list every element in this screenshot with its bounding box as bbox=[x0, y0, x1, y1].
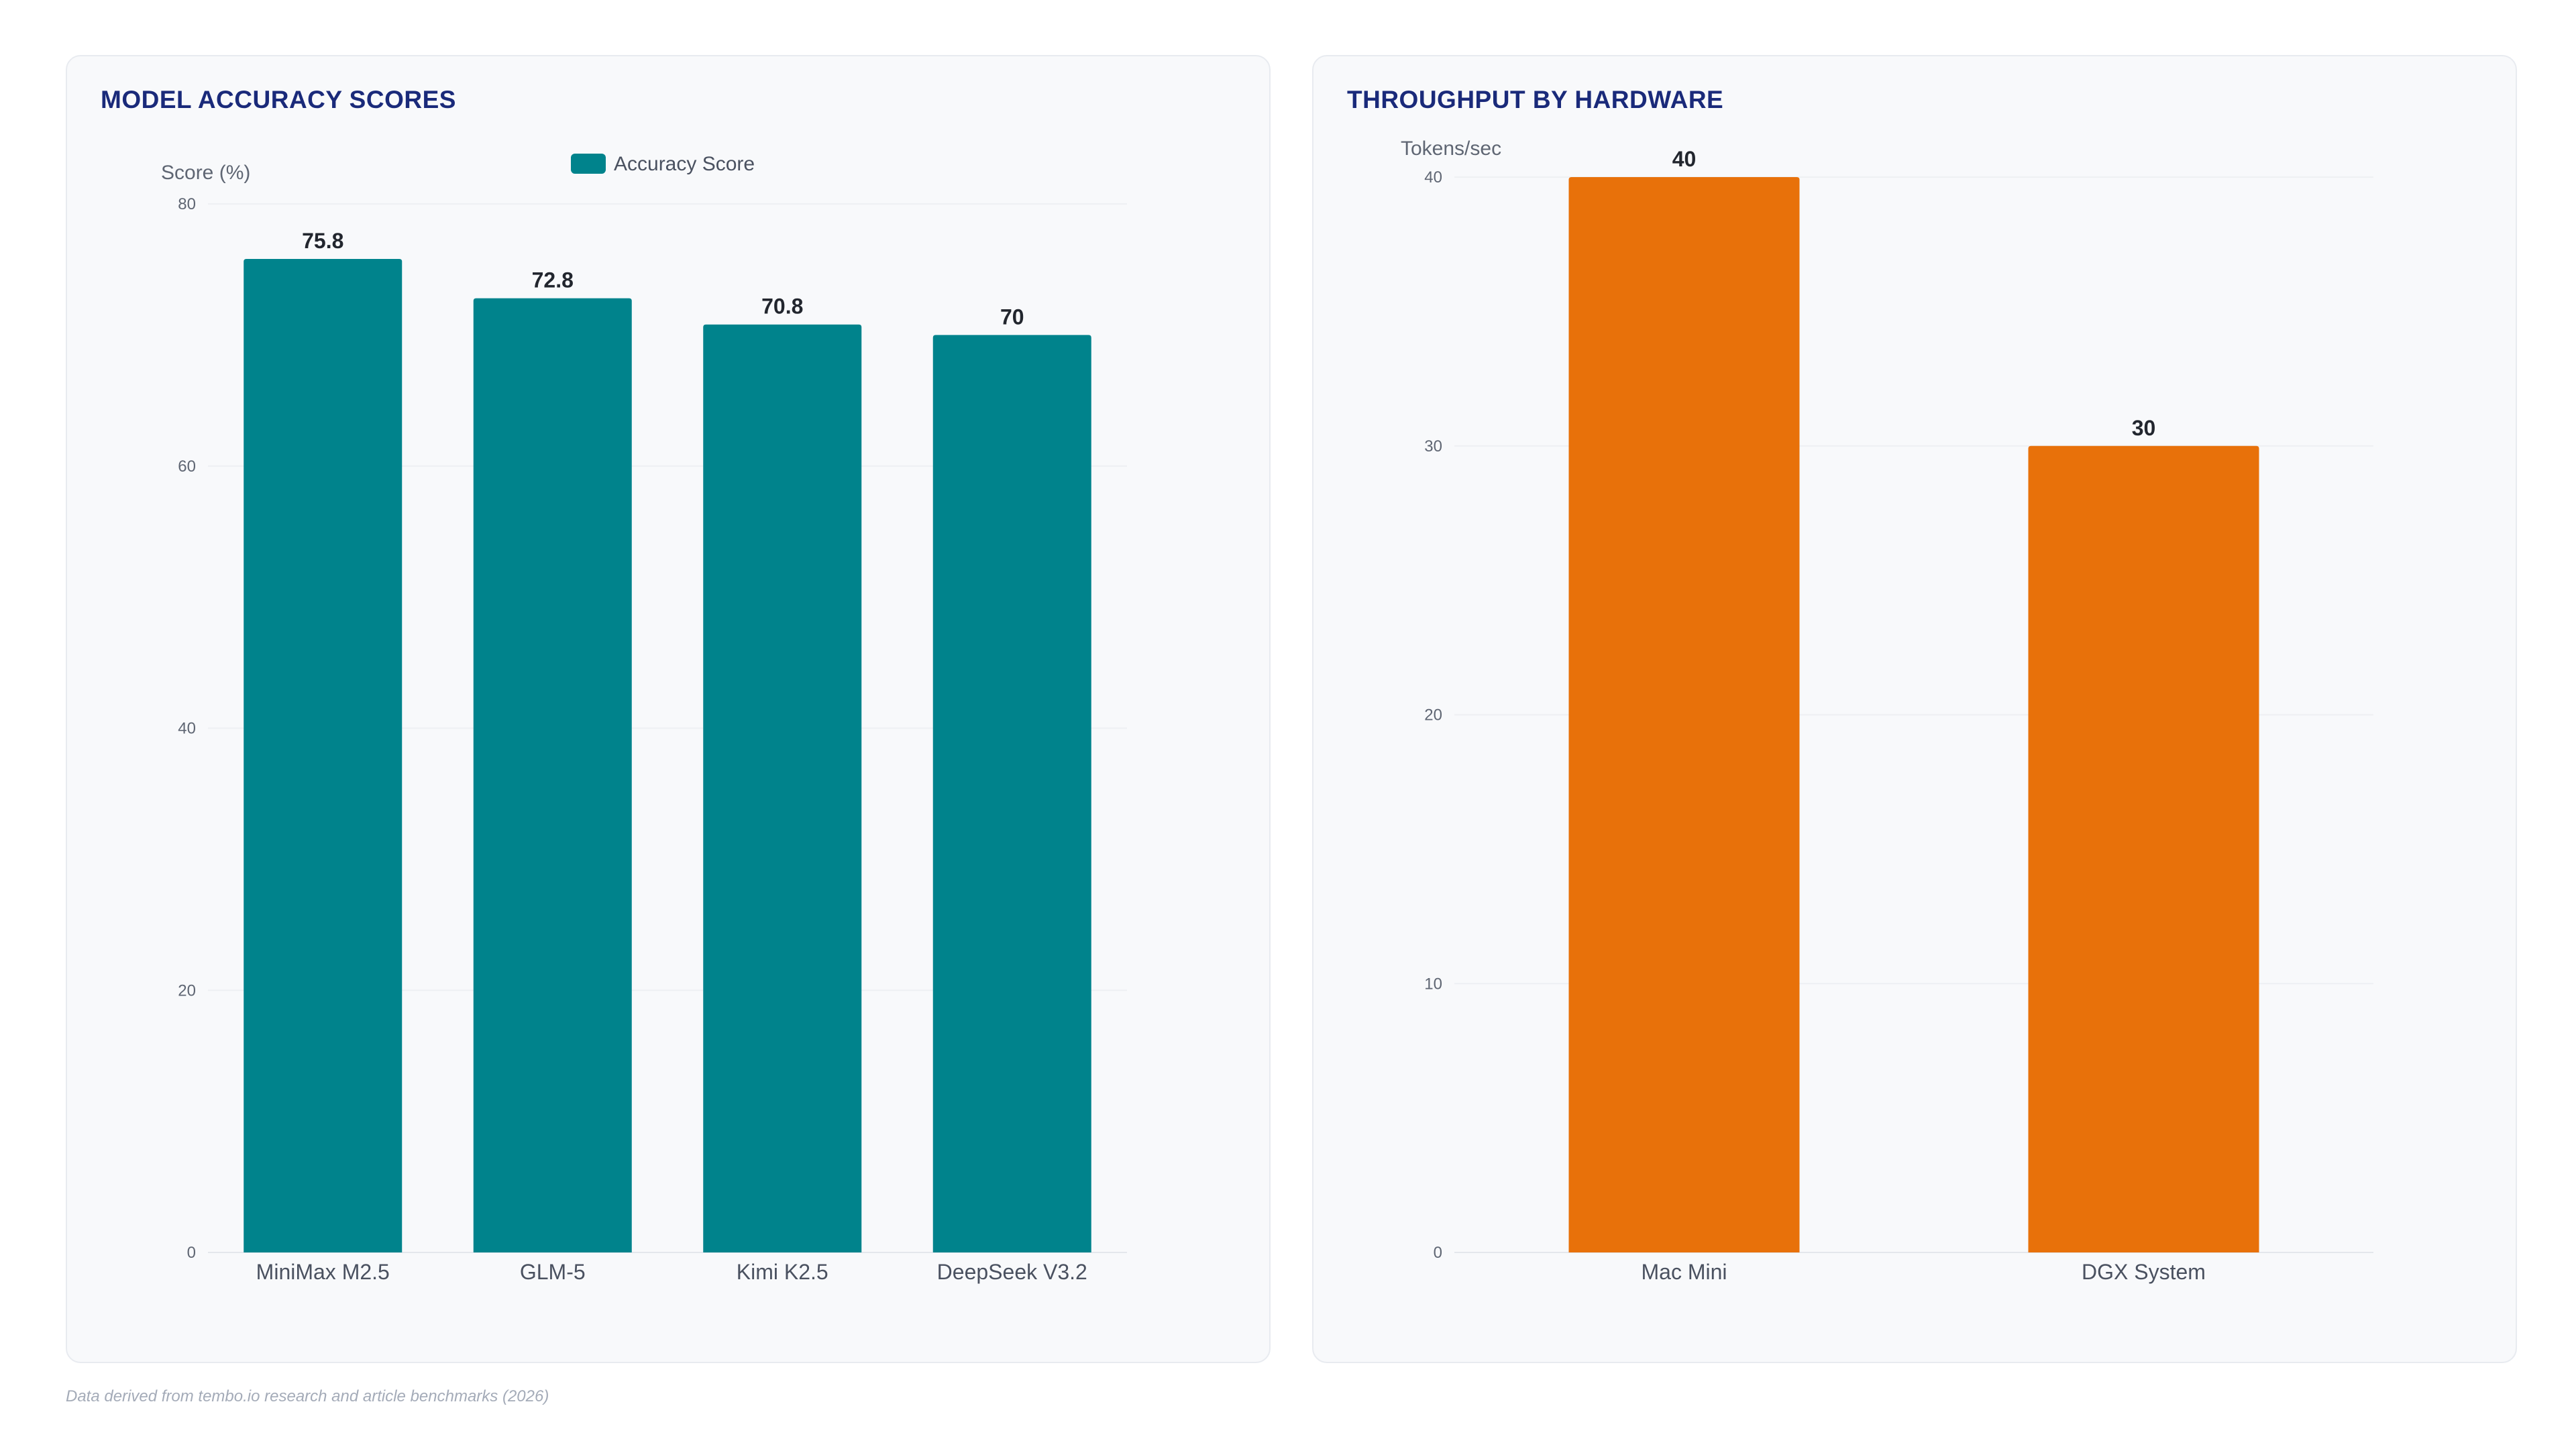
y-tick-label: 60 bbox=[178, 458, 196, 476]
bar-value-label: 70.8 bbox=[761, 294, 803, 319]
y-tick-label: 80 bbox=[178, 195, 196, 213]
bar bbox=[1568, 177, 1800, 1252]
legend-swatch bbox=[571, 154, 606, 174]
source-footnote: Data derived from tembo.io research and … bbox=[66, 1387, 549, 1405]
y-tick-label: 40 bbox=[1424, 168, 1442, 186]
bar bbox=[703, 324, 862, 1252]
accuracy-chart-title: MODEL ACCURACY SCORES bbox=[101, 86, 456, 113]
x-tick-label: DGX System bbox=[2082, 1260, 2206, 1284]
throughput-chart-panel: THROUGHPUT BY HARDWARE 0 10 20 30 40 Tokens/s… bbox=[1312, 55, 2517, 1363]
bar-value-label: 40 bbox=[1672, 147, 1697, 171]
y-tick-label: 20 bbox=[1424, 706, 1442, 724]
throughput-chart-title: THROUGHPUT BY HARDWARE bbox=[1347, 86, 1724, 113]
x-tick-label: Mac Mini bbox=[1641, 1260, 1727, 1284]
x-tick-label: GLM-5 bbox=[520, 1260, 586, 1284]
x-tick-label: Kimi K2.5 bbox=[737, 1260, 828, 1284]
x-tick-label: MiniMax M2.5 bbox=[256, 1260, 390, 1284]
throughput-bar-chart: 0 10 20 30 40 Tokens/sec 40 Mac Mini 30 DGX Syste… bbox=[1401, 138, 2373, 1284]
bar-value-label: 75.8 bbox=[302, 229, 343, 253]
y-tick-label: 20 bbox=[178, 981, 196, 1000]
x-tick-label: DeepSeek V3.2 bbox=[937, 1260, 1087, 1284]
bar bbox=[473, 298, 632, 1252]
y-tick-label: 0 bbox=[187, 1244, 196, 1262]
accuracy-chart-panel: MODEL ACCURACY SCORES 0 20 40 60 80 Score (%)… bbox=[66, 55, 1271, 1363]
y-tick-label: 0 bbox=[1434, 1244, 1442, 1262]
y-axis-title: Score (%) bbox=[161, 162, 250, 184]
legend-label: Accuracy Score bbox=[614, 153, 755, 175]
y-tick-label: 10 bbox=[1424, 975, 1442, 993]
bar bbox=[2028, 445, 2259, 1252]
bar-value-label: 70 bbox=[1000, 305, 1024, 329]
y-axis-title: Tokens/sec bbox=[1401, 138, 1501, 160]
bar-value-label: 30 bbox=[2132, 416, 2156, 440]
bar-value-label: 72.8 bbox=[532, 268, 574, 292]
y-tick-label: 30 bbox=[1424, 437, 1442, 455]
bar bbox=[244, 259, 402, 1252]
bar bbox=[932, 335, 1091, 1252]
y-tick-label: 40 bbox=[178, 720, 196, 738]
accuracy-bar-chart: 0 20 40 60 80 Score (%) Accuracy Score 75.8 Mini… bbox=[161, 153, 1127, 1284]
